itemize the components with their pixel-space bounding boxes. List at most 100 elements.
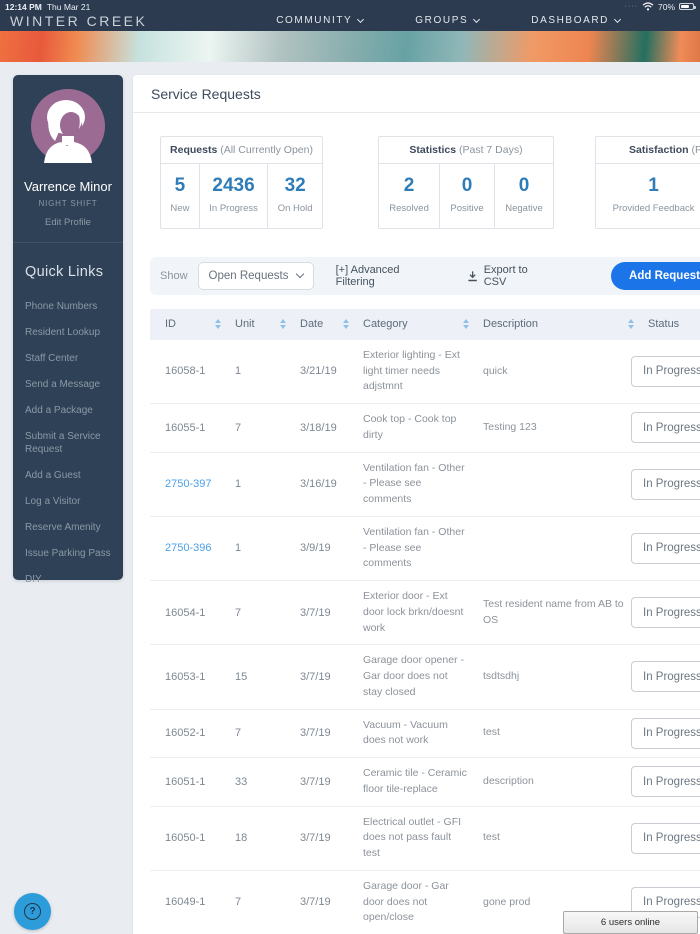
category-cell: Electrical outlet - GFI does not pass fa… <box>363 815 462 860</box>
date-cell: 3/18/19 <box>300 421 337 434</box>
main-panel: Service Requests Requests (All Currently… <box>133 75 700 934</box>
nav-item-community[interactable]: COMMUNITY <box>276 15 365 26</box>
stat-value: 0 <box>518 175 530 196</box>
sort-down-arrow-icon <box>280 325 286 330</box>
sidebar-item-send-a-message[interactable]: Send a Message <box>25 379 101 390</box>
stat-label: Positive <box>450 203 484 214</box>
status-select[interactable]: In Progress <box>631 468 700 500</box>
nav-item-label: DASHBOARD <box>531 15 609 26</box>
sort-icon[interactable] <box>343 319 349 330</box>
description-cell: description <box>483 774 534 787</box>
nav-item-groups[interactable]: GROUPS <box>415 15 481 26</box>
sidebar-item-phone-numbers[interactable]: Phone Numbers <box>25 301 98 312</box>
status-cell: In Progress <box>631 468 700 500</box>
column-header-category[interactable]: Category <box>363 318 483 330</box>
chevron-down-icon <box>357 15 365 23</box>
sidebar-item-submit-a-service-request[interactable]: Submit a Service Request <box>25 431 101 455</box>
header-banner-image <box>0 31 700 62</box>
profile-sidebar: Varrence Minor NIGHT SHIFT Edit Profile … <box>13 75 123 585</box>
sort-icon[interactable] <box>628 319 634 330</box>
status-select[interactable]: In Progress <box>631 661 700 693</box>
table-row: 16050-1 18 3/7/19 Electrical outlet - GFI d… <box>150 807 700 871</box>
edit-profile-link[interactable]: Edit Profile <box>45 217 91 228</box>
sidebar-divider <box>13 242 123 243</box>
battery-percent: 70% <box>657 1 675 12</box>
nav-item-label: GROUPS <box>415 15 469 26</box>
column-header-label: Category <box>363 318 408 331</box>
sidebar-item-reserve-amenity[interactable]: Reserve Amenity <box>25 522 101 533</box>
stat-cell-provided-feedback: 1 Provided Feedback <box>596 164 700 228</box>
category-cell: Garage door - Gar door does not open/clo… <box>363 879 449 924</box>
table-row: 16055-1 7 3/18/19 Cook top - Cook top dirty… <box>150 404 700 453</box>
sort-icon[interactable] <box>215 319 221 330</box>
sidebar-item-resident-lookup[interactable]: Resident Lookup <box>25 327 101 338</box>
service-requests-table: ID Unit Date Category Description Status 1605… <box>150 308 700 934</box>
stat-label: Negative <box>505 203 543 214</box>
show-label: Show <box>160 269 188 282</box>
status-select[interactable]: In Progress <box>631 597 700 629</box>
column-header-status: Status <box>648 318 700 330</box>
stat-label: On Hold <box>277 203 313 214</box>
sidebar-item-staff-center[interactable]: Staff Center <box>25 353 79 364</box>
stat-label: New <box>170 203 190 214</box>
sidebar-item-add-a-package[interactable]: Add a Package <box>25 405 93 416</box>
description-cell: test <box>483 726 500 739</box>
status-select[interactable]: In Progress <box>631 766 700 798</box>
column-header-id[interactable]: ID <box>165 318 235 330</box>
category-cell: Ceramic tile - Ceramic floor tile-replac… <box>363 767 467 795</box>
filter-bar: Show Open Requests [+] Advanced Filterin… <box>150 256 700 295</box>
status-select[interactable]: In Progress <box>631 822 700 854</box>
column-header-description[interactable]: Description <box>483 318 648 330</box>
table-row: 16052-1 7 3/7/19 Vacuum - Vacuum does not w… <box>150 710 700 759</box>
description-cell: gone prod <box>483 895 531 908</box>
unit-cell: 7 <box>235 421 242 434</box>
sidebar-item-log-a-visitor[interactable]: Log a Visitor <box>25 496 81 507</box>
date-cell: 3/16/19 <box>300 478 337 491</box>
stat-value: 0 <box>461 175 473 196</box>
question-mark-icon: ? <box>24 903 41 920</box>
stat-label: Provided Feedback <box>612 203 695 214</box>
request-id-link[interactable]: 2750-396 <box>165 542 212 555</box>
description-cell: Test resident name from AB to OS <box>483 597 624 626</box>
table-row: 2750-397 1 3/16/19 Ventilation fan - Other … <box>150 453 700 517</box>
nav-item-dashboard[interactable]: DASHBOARD <box>531 15 622 26</box>
show-select-value: Open Requests <box>208 269 289 282</box>
sidebar-item-add-a-guest[interactable]: Add a Guest <box>25 470 81 481</box>
table-row: 16049-1 7 3/7/19 Garage door - Gar door doe… <box>150 871 700 934</box>
date-cell: 3/7/19 <box>300 606 331 619</box>
add-request-button[interactable]: Add Request ( <box>611 261 700 290</box>
sort-icon[interactable] <box>463 319 469 330</box>
request-id-link[interactable]: 2750-397 <box>165 478 212 491</box>
top-bar: 12:14 PM Thu Mar 21 ···· 70% WINTER CREEK… <box>0 0 700 31</box>
show-requests-select[interactable]: Open Requests <box>197 261 314 290</box>
stat-card-header: Satisfaction (Past 60 Days) <box>596 137 700 164</box>
status-select[interactable]: In Progress <box>631 412 700 444</box>
status-select[interactable]: In Progress <box>631 717 700 749</box>
sort-icon[interactable] <box>280 319 286 330</box>
date-cell: 3/7/19 <box>300 896 331 909</box>
unit-cell: 7 <box>235 896 242 909</box>
status-cell: In Progress <box>631 766 700 798</box>
unit-cell: 1 <box>235 365 242 378</box>
column-header-unit[interactable]: Unit <box>235 318 300 330</box>
sidebar-item-issue-parking-pass[interactable]: Issue Parking Pass <box>25 548 111 559</box>
column-header-label: Description <box>483 318 539 331</box>
column-header-date[interactable]: Date <box>300 318 363 330</box>
table-row: 16051-1 33 3/7/19 Ceramic tile - Ceramic fl… <box>150 758 700 807</box>
status-select[interactable]: In Progress <box>631 355 700 387</box>
sidebar-item-diy[interactable]: DIY <box>25 574 42 585</box>
status-cell: In Progress <box>631 717 700 749</box>
advanced-filtering-link[interactable]: [+] Advanced Filtering <box>335 263 400 288</box>
status-cell: In Progress <box>631 532 700 564</box>
stat-value: 1 <box>648 175 659 196</box>
status-cell: In Progress <box>631 355 700 387</box>
category-cell: Exterior lighting - Ext light timer need… <box>363 348 460 393</box>
help-button[interactable]: ? <box>14 893 51 930</box>
app-nav-bar: WINTER CREEK COMMUNITY GROUPS DASHBOARD <box>0 13 700 31</box>
sort-up-arrow-icon <box>343 319 349 324</box>
export-csv-link[interactable]: Export to CSV <box>467 264 549 288</box>
status-select[interactable]: In Progress <box>631 532 700 564</box>
sort-down-arrow-icon <box>628 325 634 330</box>
date-cell: 3/7/19 <box>300 670 331 683</box>
